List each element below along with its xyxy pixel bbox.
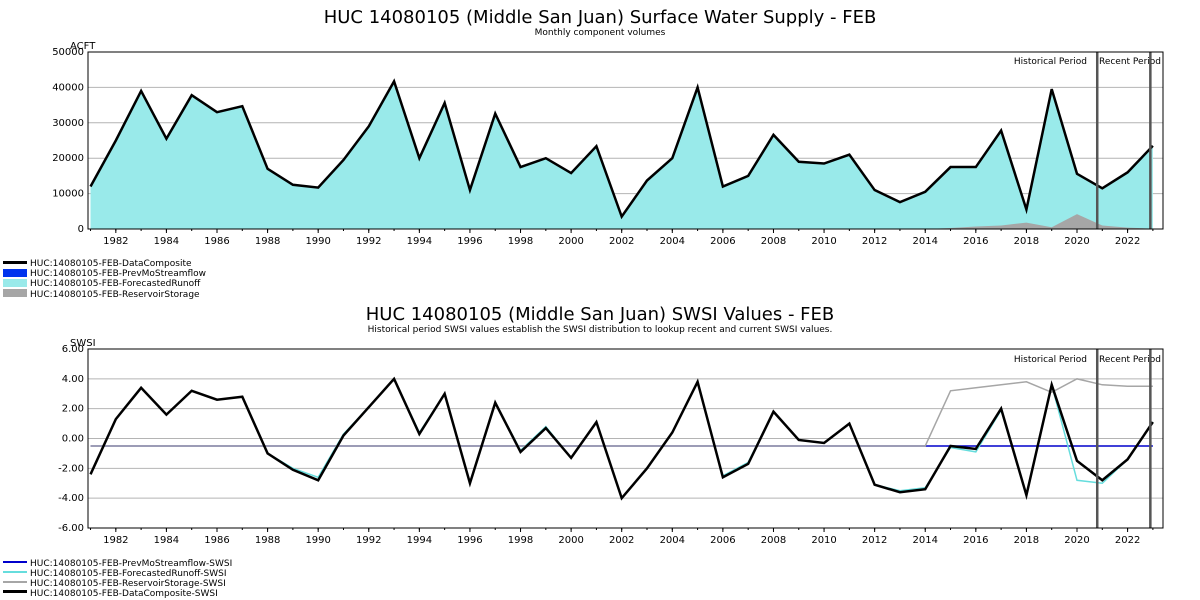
legend2-swatch-prevmostreamflow [3, 561, 27, 563]
chart1-xtick-label: 2022 [1115, 236, 1140, 247]
legend2-label-prevmostreamflow: HUC:14080105-FEB-PrevMoStreamflow-SWSI [30, 559, 232, 569]
chart1-xtick-label: 2002 [609, 236, 634, 247]
chart2-ylabel: SWSI [70, 338, 96, 349]
chart1-line-3 [89, 78, 1154, 220]
chart2-xtick-label: 2022 [1115, 535, 1140, 546]
chart2-xtick-label: 1988 [255, 535, 280, 546]
chart2-legend: HUC:14080105-FEB-PrevMoStreamflow-SWSI H… [3, 559, 232, 599]
chart1-xtick-label: 2004 [660, 236, 685, 247]
chart2-title: HUC 14080105 (Middle San Juan) SWSI Valu… [366, 304, 835, 325]
chart2-xtick-label: 2000 [558, 535, 583, 546]
legend2-label-forecastedrunoff: HUC:14080105-FEB-ForecastedRunoff-SWSI [30, 569, 227, 579]
chart1-ytick-label: 20000 [52, 153, 84, 164]
legend1-label-forecastedrunoff: HUC:14080105-FEB-ForecastedRunoff [30, 279, 201, 289]
chart1-ylabel: ACFT [70, 41, 96, 52]
chart1-area-2 [90, 214, 1153, 229]
chart1-title: HUC 14080105 (Middle San Juan) Surface W… [324, 7, 877, 28]
chart1-area-1 [90, 81, 1153, 229]
chart1-axes: 0 10000 20000 30000 40000 50000 1982 1984 1986 19… [52, 47, 1164, 247]
chart2-ytick-label: 4.00 [62, 374, 84, 385]
legend1-label-prevmostreamflow: HUC:14080105-FEB-PrevMoStreamflow [30, 269, 206, 279]
chart1-recent-period-label: Recent Period [1099, 57, 1161, 67]
chart2-line-3 [89, 376, 1154, 501]
chart1-historical-period-label: Historical Period [1014, 57, 1087, 67]
chart2-xtick-label: 1984 [154, 535, 179, 546]
chart2-xtick-label: 2002 [609, 535, 634, 546]
legend2-swatch-reservoirstorage [3, 581, 27, 583]
chart1-ytick-label: 0 [78, 224, 84, 235]
chart2-frame [87, 348, 1164, 529]
chart2-ytick-label: 6.00 [62, 344, 84, 355]
chart2-xtick-label: 2016 [963, 535, 988, 546]
legend1-label-reservoirstorage: HUC:14080105-FEB-ReservoirStorage [30, 290, 200, 300]
chart1-xtick-label: 2018 [1014, 236, 1039, 247]
chart2-xtick-label: 1992 [356, 535, 381, 546]
chart2-gridlines [88, 348, 1163, 529]
chart1-xtick-label: 2012 [862, 236, 887, 247]
chart2-line-2 [90, 378, 1153, 447]
chart2-ytick-label: -2.00 [58, 463, 84, 474]
legend1-swatch-reservoirstorage [3, 289, 27, 297]
chart2-xtick-label: 1996 [457, 535, 482, 546]
chart1-xtick-label: 2010 [811, 236, 836, 247]
chart1-legend: HUC:14080105-FEB-DataComposite HUC:14080… [3, 259, 206, 300]
chart2-subtitle: Historical period SWSI values establish … [368, 325, 833, 335]
chart1-subtitle: Monthly component volumes [535, 28, 666, 38]
chart2-historical-period-label: Historical Period [1014, 355, 1087, 365]
legend1-swatch-forecastedrunoff [3, 279, 27, 287]
chart1-xtick-label: 2016 [963, 236, 988, 247]
chart1-xtick-label: 1994 [407, 236, 432, 247]
chart2-xtick-label: 2004 [660, 535, 685, 546]
chart2-xtick-label: 2020 [1064, 535, 1089, 546]
legend1-swatch-prevmostreamflow [3, 269, 27, 277]
chart1-xtick-label: 2008 [761, 236, 786, 247]
chart2-xtick-label: 2008 [761, 535, 786, 546]
chart2-xtick-label: 2006 [710, 535, 735, 546]
chart2-xtick-label: 1990 [305, 535, 330, 546]
chart1-ytick-label: 10000 [52, 189, 84, 200]
legend2-label-datacomposite: HUC:14080105-FEB-DataComposite-SWSI [30, 589, 218, 599]
chart1-xtick-label: 1988 [255, 236, 280, 247]
chart1-xtick-label: 1984 [154, 236, 179, 247]
chart1-xtick-label: 2020 [1064, 236, 1089, 247]
chart2-xtick-label: 1986 [204, 535, 229, 546]
chart2-recent-period-label: Recent Period [1099, 355, 1161, 365]
chart2-xtick-label: 2012 [862, 535, 887, 546]
chart2-xtick-label: 1998 [508, 535, 533, 546]
chart1-xtick-label: 2014 [913, 236, 938, 247]
chart1-xtick-label: 1986 [204, 236, 229, 247]
chart2-axes: -6.00 -4.00 -2.00 0.00 2.00 4.00 6.00 1982 1984 1… [58, 344, 1164, 546]
chart1-ytick-label: 30000 [52, 118, 84, 129]
chart1-xtick-label: 1998 [508, 236, 533, 247]
chart1-ytick-label: 50000 [52, 47, 84, 58]
chart2-ytick-label: 0.00 [62, 434, 84, 445]
legend2-swatch-datacomposite [3, 590, 27, 593]
chart2-xtick-label: 2010 [811, 535, 836, 546]
legend1-swatch-datacomposite [3, 261, 27, 264]
chart1-frame [87, 51, 1164, 230]
chart1-xtick-label: 1992 [356, 236, 381, 247]
chart2-ytick-label: 2.00 [62, 404, 84, 415]
chart1-xtick-label: 1996 [457, 236, 482, 247]
chart1-ytick-label: 40000 [52, 82, 84, 93]
chart2-xtick-label: 2014 [913, 535, 938, 546]
chart1-xtick-label: 2006 [710, 236, 735, 247]
chart1-plot-area [89, 52, 1154, 229]
legend2-label-reservoirstorage: HUC:14080105-FEB-ReservoirStorage-SWSI [30, 579, 226, 589]
chart2-xtick-label: 2018 [1014, 535, 1039, 546]
chart2-ytick-label: -4.00 [58, 493, 84, 504]
chart2-plot-area [89, 349, 1154, 528]
chart2-xtick-label: 1982 [103, 535, 128, 546]
chart2-xtick-label: 1994 [407, 535, 432, 546]
chart1-xtick-label: 1982 [103, 236, 128, 247]
legend1-label-datacomposite: HUC:14080105-FEB-DataComposite [30, 259, 192, 269]
legend2-swatch-forecastedrunoff [3, 571, 27, 573]
chart1-xtick-label: 2000 [558, 236, 583, 247]
chart2-ytick-label: -6.00 [58, 523, 84, 534]
chart1-xtick-label: 1990 [305, 236, 330, 247]
